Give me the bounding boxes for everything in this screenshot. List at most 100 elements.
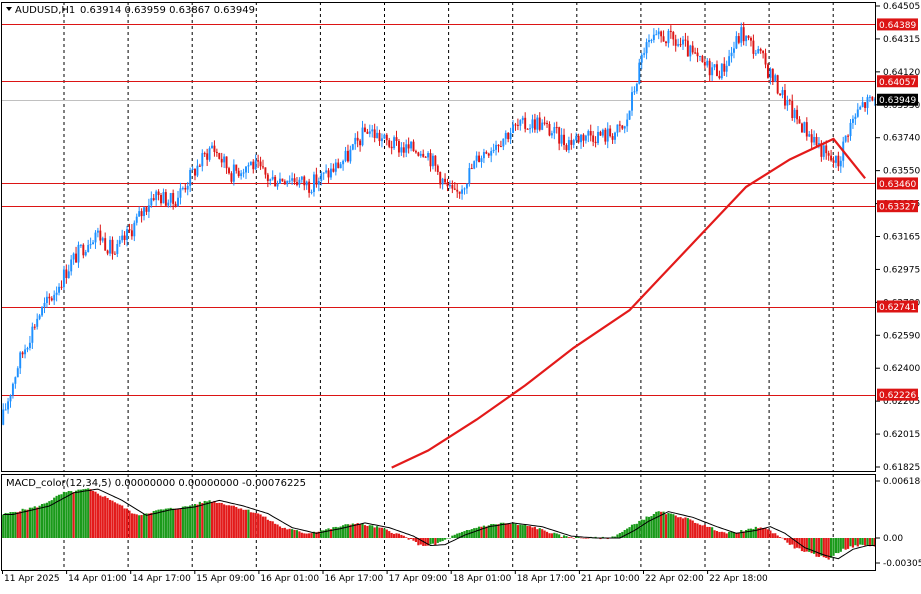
candle-body — [201, 153, 203, 166]
candle-body — [471, 168, 473, 169]
candle-body — [257, 160, 259, 161]
candle-body — [565, 145, 567, 150]
candle-body — [789, 100, 791, 101]
macd-bar — [704, 525, 706, 538]
macd-tick-label: -0.003051 — [883, 559, 921, 569]
macd-bar — [36, 508, 38, 538]
macd-bar — [14, 512, 16, 538]
candle-body — [2, 410, 4, 425]
macd-bar — [541, 529, 543, 538]
candle-body — [357, 138, 359, 141]
candle-body — [102, 238, 104, 240]
macd-bar — [133, 514, 135, 538]
candle-body — [561, 135, 563, 144]
candle-body — [403, 147, 405, 152]
candle-body — [580, 135, 582, 142]
macd-bar — [247, 510, 249, 538]
macd-bar — [361, 523, 363, 538]
candle-body — [670, 31, 672, 32]
price-level-label: 0.64057 — [879, 78, 916, 88]
price-axis[interactable]: 0.64505 0.64315 0.64120 0.63930 0.63740 0.635… — [876, 2, 921, 569]
macd-bar — [191, 505, 193, 538]
macd-bar — [303, 533, 305, 538]
macd-tick-label: 0.00 — [883, 534, 903, 544]
candle-body — [765, 53, 767, 64]
candle-body — [478, 156, 480, 162]
candle-body — [167, 203, 169, 206]
macd-bar — [80, 490, 82, 538]
price-level-label: 0.62226 — [879, 391, 916, 401]
candle-body — [692, 46, 694, 53]
candle-body — [206, 153, 208, 159]
macd-bar — [102, 497, 104, 538]
horizontal-levels[interactable] — [2, 25, 876, 396]
macd-bar — [665, 514, 667, 538]
candle-body — [633, 91, 635, 92]
macd-bar — [281, 528, 283, 538]
candle-body — [31, 327, 33, 343]
macd-bar — [655, 512, 657, 538]
candle-body — [437, 166, 439, 172]
candle-body — [116, 244, 118, 254]
candle-body — [442, 179, 444, 185]
macd-bar — [12, 512, 14, 538]
candle-body — [383, 135, 385, 139]
macd-bar — [512, 523, 514, 538]
macd-bar — [573, 538, 575, 539]
candle-body — [476, 156, 478, 162]
candle-body — [816, 137, 818, 145]
candle-body — [289, 181, 291, 182]
ohlc-values: 0.63914 0.63959 0.63867 0.63949 — [80, 5, 255, 16]
macd-bar — [570, 537, 572, 538]
moving-average — [392, 139, 865, 468]
candle-body — [182, 188, 184, 189]
candle-body — [216, 152, 218, 153]
candle-body — [806, 122, 808, 136]
candle-body — [269, 179, 271, 181]
candle-body — [260, 162, 262, 167]
macd-bar — [471, 529, 473, 538]
candle-body — [500, 146, 502, 147]
candle-body — [56, 293, 58, 295]
candle-body — [755, 53, 757, 54]
candle-body — [354, 138, 356, 144]
candle-body — [138, 211, 140, 217]
candle-body — [410, 142, 412, 149]
candle-body — [658, 31, 660, 34]
candle-body — [575, 136, 577, 140]
candle-body — [556, 127, 558, 128]
candle-body — [218, 153, 220, 159]
macd-bar — [126, 509, 128, 538]
macd-bar — [391, 533, 393, 538]
time-tick-label: 16 Apr 17:00 — [325, 574, 384, 584]
macd-bar — [378, 528, 380, 538]
macd-bar — [70, 491, 72, 538]
candle-body — [10, 395, 12, 401]
time-tick-label: 22 Apr 18:00 — [709, 574, 768, 584]
macd-bar — [160, 509, 162, 538]
candle-body — [235, 165, 237, 171]
macd-bar — [616, 534, 618, 538]
triangle-down-icon[interactable] — [6, 7, 12, 11]
candle-body — [752, 41, 754, 54]
candle-body — [808, 134, 810, 136]
candle-body — [769, 69, 771, 78]
candle-body — [340, 164, 342, 168]
macd-bar — [359, 524, 361, 538]
candle-body — [405, 144, 407, 152]
macd-bar — [711, 527, 713, 538]
macd-bar — [716, 531, 718, 538]
candle-body — [718, 76, 720, 78]
time-axis[interactable]: 11 Apr 2025 14 Apr 01:00 14 Apr 17:00 15 Ap… — [3, 570, 769, 584]
candle-body — [451, 185, 453, 189]
candle-body — [313, 174, 315, 191]
candle-body — [852, 119, 854, 123]
price-tick-label: 0.63740 — [883, 134, 920, 144]
candle-body — [833, 160, 835, 162]
candle-body — [286, 181, 288, 185]
candle-body — [308, 182, 310, 193]
candle-body — [495, 145, 497, 150]
macd-bar — [507, 523, 509, 538]
